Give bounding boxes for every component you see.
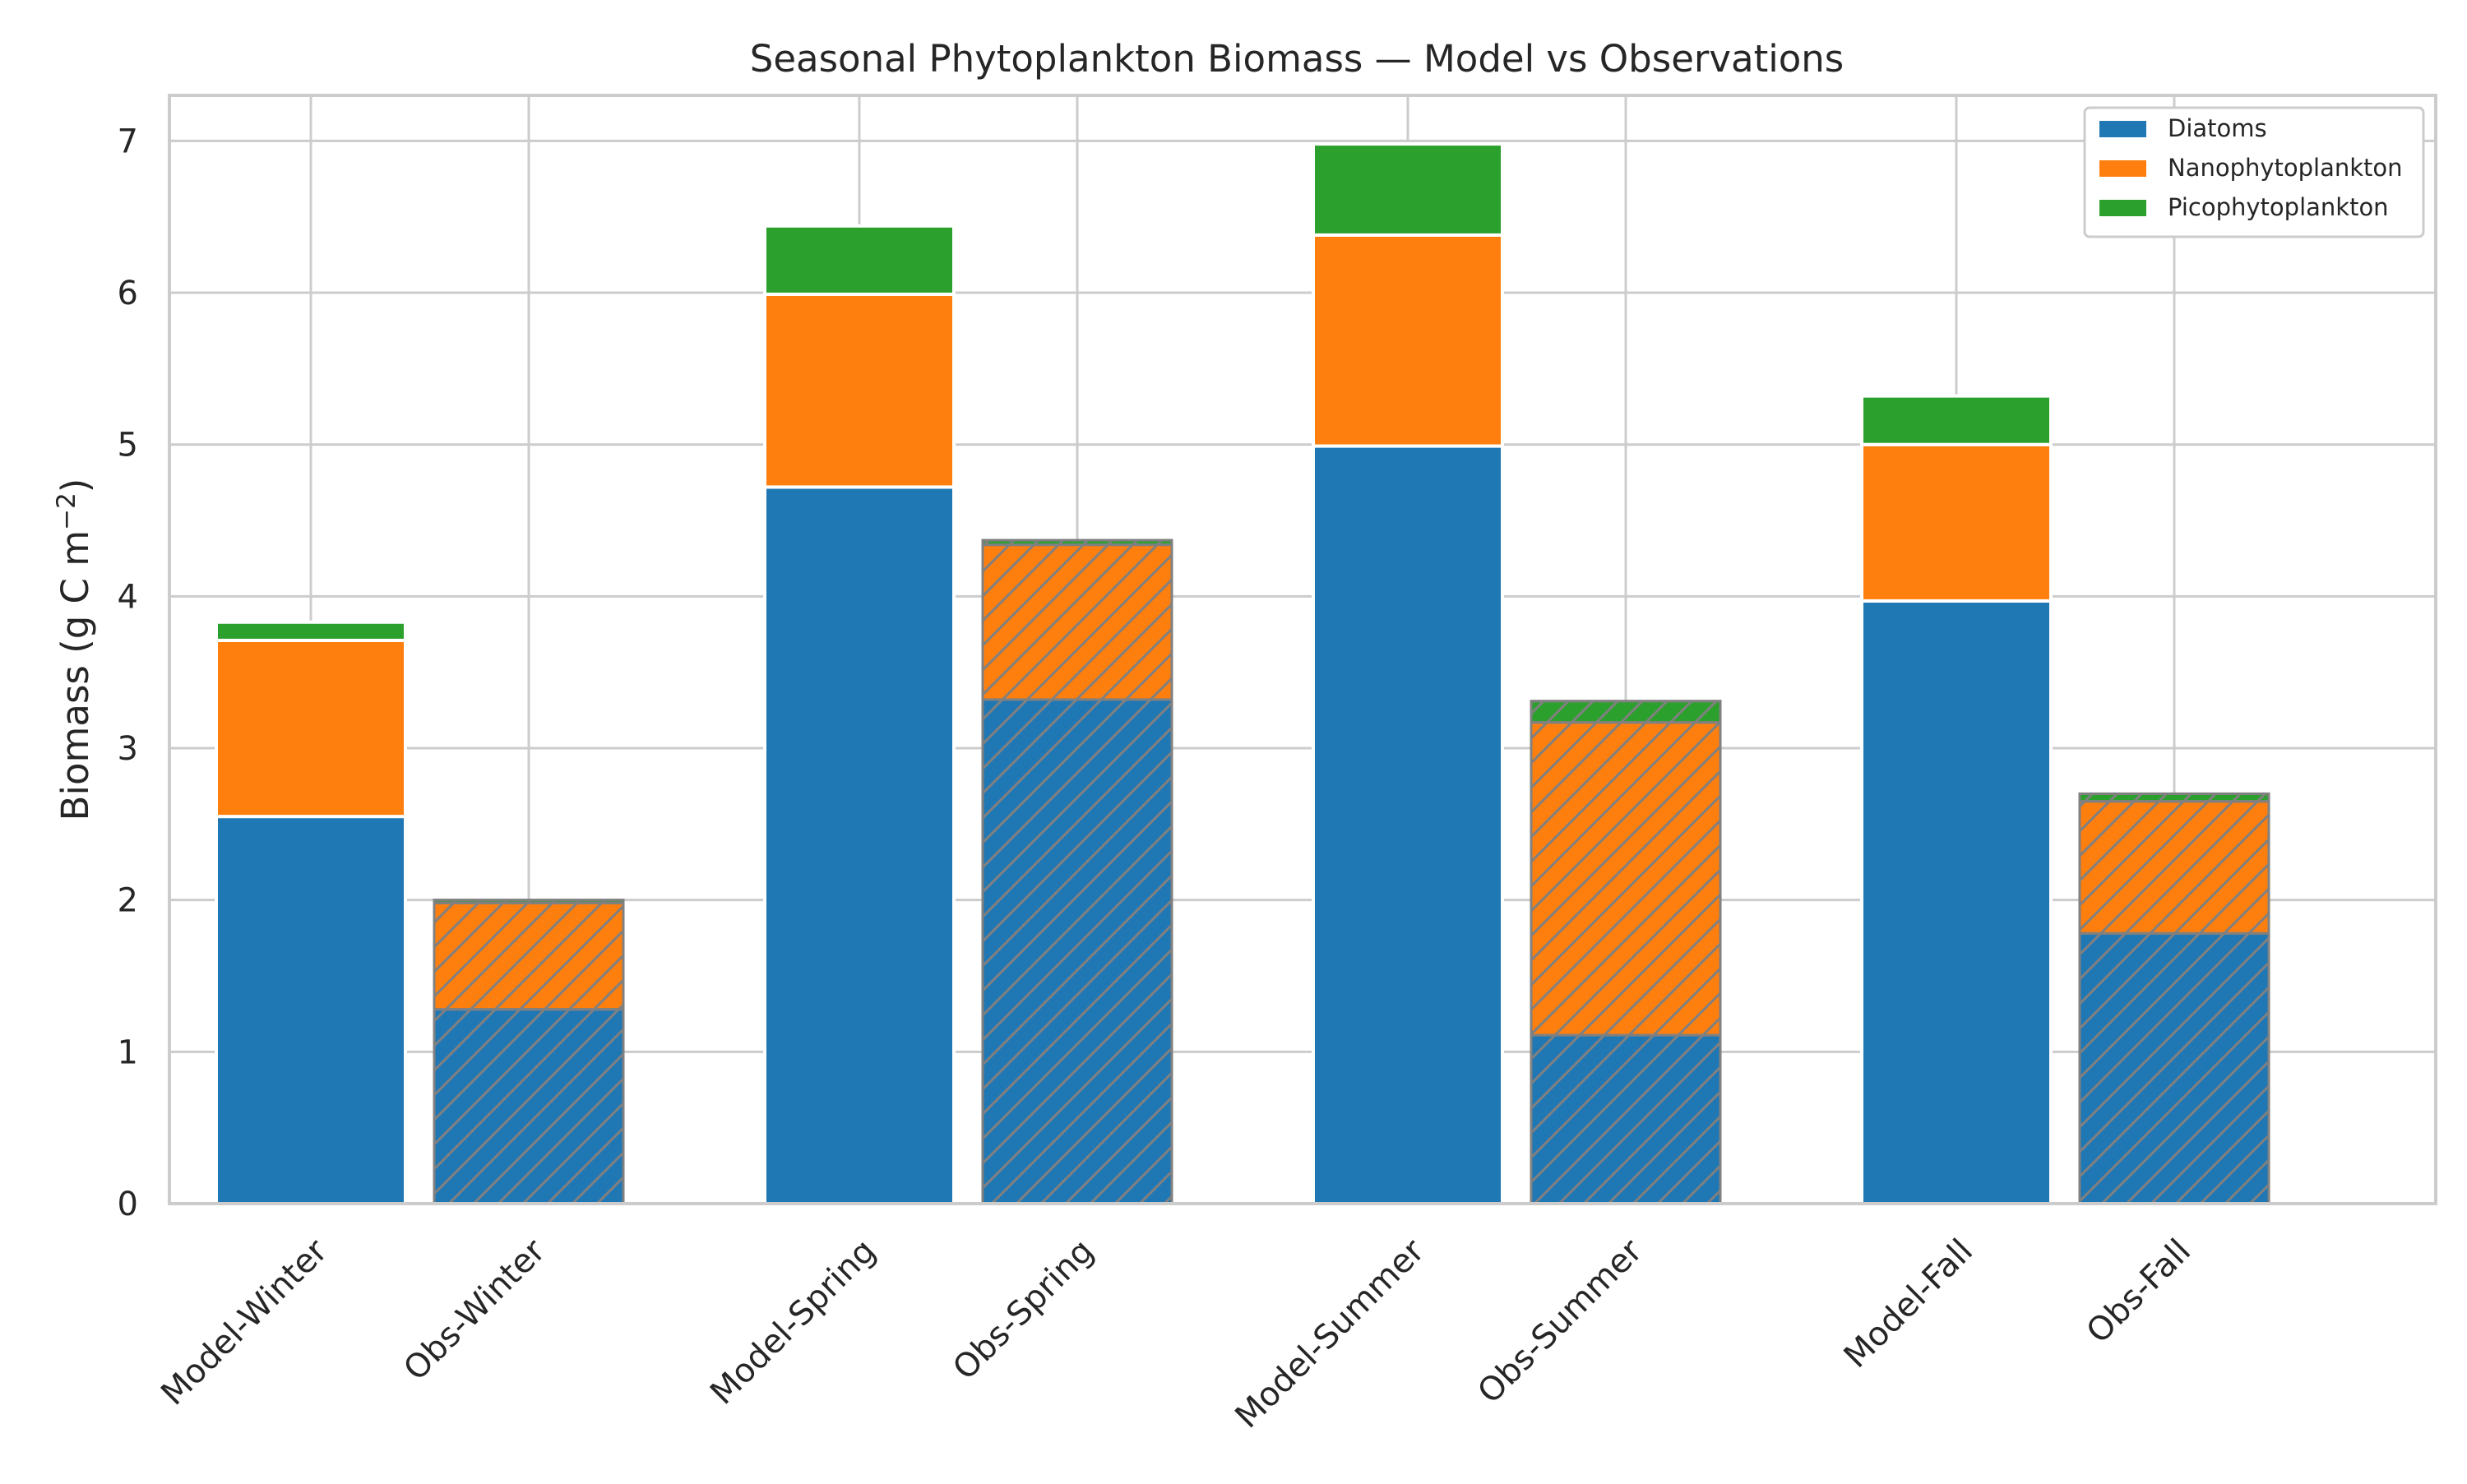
x-tick-labels: Model-Winter Obs-Winter Model-Spring Obs-Sp…	[154, 1232, 2198, 1435]
legend-swatch-diatoms	[2099, 121, 2146, 137]
bar-model-spring-picophytoplankton	[763, 224, 956, 296]
bar-obs-winter-picophytoplankton-hatch	[433, 899, 625, 904]
x-tick-label-obs-spring: Obs-Spring	[946, 1232, 1101, 1388]
legend-label-diatoms: Diatoms	[2168, 114, 2267, 142]
x-tick-label-model-winter: Model-Winter	[154, 1232, 335, 1412]
bar-model-summer-diatoms	[1312, 444, 1504, 1205]
y-tick-label-3: 3	[118, 730, 138, 768]
y-tick-label-7: 7	[118, 123, 138, 160]
bar-obs-summer-nanophytoplankton-hatch	[1530, 721, 1722, 1037]
x-tick-label-model-fall: Model-Fall	[1837, 1232, 1980, 1375]
y-tick-label-1: 1	[118, 1033, 138, 1071]
plot-frame	[168, 94, 2437, 1205]
y-tick-label-6: 6	[118, 275, 138, 312]
legend-label-nanophytoplankton: Nanophytoplankton	[2168, 154, 2403, 182]
y-tick-label-4: 4	[118, 578, 138, 616]
bar-obs-spring-diatoms-hatch	[981, 698, 1173, 1205]
x-tick-label-model-spring: Model-Spring	[703, 1232, 883, 1412]
x-tick-label-obs-summer: Obs-Summer	[1470, 1232, 1650, 1411]
y-tick-label-0: 0	[118, 1186, 138, 1223]
bar-obs-spring-picophytoplankton-hatch	[981, 539, 1173, 547]
y-tick-label-2: 2	[118, 882, 138, 920]
bar-obs-winter-diatoms-hatch	[433, 1008, 625, 1205]
bar-obs-fall-picophytoplankton-hatch	[2078, 792, 2270, 803]
bar-model-fall-picophytoplankton	[1860, 394, 2053, 446]
y-tick-labels: 0 1 2 3 4 5 6 7	[118, 123, 138, 1223]
bar-model-winter-nanophytoplankton	[215, 638, 407, 819]
y-axis-label: Biomass (g C m−2)	[52, 478, 97, 821]
bar-model-winter-diatoms	[215, 815, 407, 1205]
bar-model-winter-picophytoplankton	[215, 620, 407, 642]
bar-model-summer-picophytoplankton	[1312, 142, 1504, 237]
bar-obs-spring-nanophytoplankton-hatch	[981, 543, 1173, 701]
legend-swatch-nanophytoplankton	[2099, 160, 2146, 177]
bar-model-spring-diatoms	[763, 485, 956, 1205]
legend-frame	[2083, 106, 2425, 238]
bar-obs-fall-nanophytoplankton-hatch	[2078, 800, 2270, 935]
x-tick-label-model-summer: Model-Summer	[1228, 1232, 1432, 1435]
bar-model-fall-diatoms	[1860, 599, 2053, 1205]
y-axis-label-exponent: −2	[52, 492, 81, 530]
legend: Diatoms Nanophytoplankton Picophytoplankto…	[2083, 106, 2425, 238]
bar-model-spring-nanophytoplankton	[763, 292, 956, 489]
bar-obs-summer-diatoms-hatch	[1530, 1033, 1722, 1205]
bar-model-fall-nanophytoplankton	[1860, 442, 2053, 603]
bar-obs-summer-picophytoplankton-hatch	[1530, 700, 1722, 724]
bar-model-summer-nanophytoplankton	[1312, 233, 1504, 448]
y-tick-label-5: 5	[118, 427, 138, 465]
y-axis-label-main: Biomass (g C m	[53, 530, 97, 821]
x-tick-label-obs-fall: Obs-Fall	[2080, 1232, 2198, 1351]
y-axis-label-suffix: )	[53, 478, 97, 493]
bars	[215, 142, 2270, 1205]
x-tick-label-obs-winter: Obs-Winter	[396, 1232, 553, 1388]
legend-label-picophytoplankton: Picophytoplankton	[2168, 193, 2389, 221]
legend-swatch-picophytoplankton	[2099, 200, 2146, 216]
bar-obs-winter-nanophytoplankton-hatch	[433, 901, 625, 1011]
chart-title: Seasonal Phytoplankton Biomass — Model v…	[750, 37, 1844, 81]
bar-obs-fall-diatoms-hatch	[2078, 932, 2270, 1205]
